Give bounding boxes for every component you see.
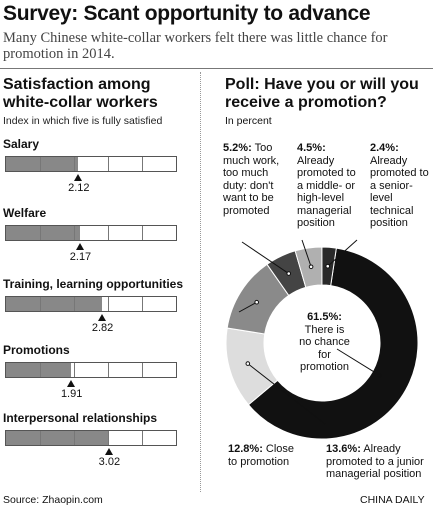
donut-leader-dot bbox=[325, 263, 331, 269]
donut-slice-percent: 2.4%: bbox=[370, 142, 399, 154]
bar-value-label: 2.82 bbox=[91, 322, 114, 334]
donut-leader-dot bbox=[254, 299, 260, 305]
page-subtitle: Many Chinese white-collar workers felt t… bbox=[3, 30, 388, 62]
donut-slice-text: Already promoted to a senior-level techn… bbox=[370, 154, 429, 230]
bar-value-marker bbox=[66, 380, 75, 387]
bar-segment-line bbox=[108, 226, 109, 240]
donut-leader-dot bbox=[286, 271, 292, 276]
header-rule bbox=[0, 68, 433, 69]
source-note: Source: Zhaopin.com bbox=[3, 494, 103, 506]
bar-value-label: 1.91 bbox=[60, 388, 83, 400]
bar-track bbox=[5, 225, 177, 241]
donut-leader-line bbox=[301, 239, 312, 267]
bar-category-label: Promotions bbox=[3, 343, 70, 357]
bar-fill bbox=[6, 226, 80, 240]
donut-leader-line bbox=[336, 348, 380, 376]
bar-segment-line bbox=[40, 431, 41, 445]
donut-slice-text: There is no chance for promotion bbox=[299, 323, 350, 374]
donut-slice-text: Too much work, too much duty: don't want… bbox=[223, 142, 280, 217]
donut-slice-label: 2.4%: Already promoted to a senior-level… bbox=[370, 142, 432, 230]
bar-segment-line bbox=[142, 226, 143, 240]
bar-segment-line bbox=[142, 297, 143, 311]
bar-segment-line bbox=[40, 297, 41, 311]
donut-slice-label: 13.6%: Already promoted to a junior mana… bbox=[326, 443, 430, 481]
bar-segment-line bbox=[40, 157, 41, 171]
bar-segment-line bbox=[74, 226, 75, 240]
donut-slice-label: 5.2%: Too much work, too much duty: don'… bbox=[223, 142, 290, 217]
bar-segment-line bbox=[142, 363, 143, 377]
bar-segment-line bbox=[74, 157, 75, 171]
bar-segment-line bbox=[40, 363, 41, 377]
satisfaction-note: Index in which five is fully satisfied bbox=[3, 115, 163, 127]
column-divider bbox=[200, 72, 201, 492]
bar-value-label: 2.17 bbox=[69, 251, 92, 263]
bar-track bbox=[5, 296, 177, 312]
bar-segment-line bbox=[108, 431, 109, 445]
donut-slice-text: Already promoted to a middle- or high-le… bbox=[297, 154, 356, 230]
bar-track bbox=[5, 156, 177, 172]
bar-category-label: Salary bbox=[3, 137, 40, 151]
bar-segment-line bbox=[108, 157, 109, 171]
bar-segment-line bbox=[74, 431, 75, 445]
donut-leader-dot bbox=[308, 264, 314, 270]
bar-segment-line bbox=[142, 157, 143, 171]
donut-slice-percent: 13.6%: bbox=[326, 443, 361, 455]
donut-leader-dot bbox=[377, 372, 382, 378]
bar-fill bbox=[6, 431, 109, 445]
donut-slice-percent: 12.8%: bbox=[228, 443, 263, 455]
donut-leader-line bbox=[247, 363, 326, 425]
bar-value-label: 2.12 bbox=[68, 182, 90, 194]
satisfaction-title: Satisfaction among white-collar workers bbox=[3, 76, 158, 111]
bar-value-marker bbox=[97, 314, 106, 321]
bar-segment-line bbox=[74, 363, 75, 377]
bar-category-label: Welfare bbox=[3, 206, 47, 220]
donut-slice-label: 4.5%: Already promoted to a middle- or h… bbox=[297, 142, 363, 230]
bar-segment-line bbox=[108, 363, 109, 377]
donut-slice-text: Close to promotion bbox=[228, 443, 295, 468]
donut-slice-label: 61.5%: There is no chance for promotion bbox=[297, 311, 352, 374]
bar-value-marker bbox=[74, 174, 83, 181]
poll-note: In percent bbox=[225, 115, 272, 127]
bar-category-label: Interpersonal relationships bbox=[3, 411, 158, 425]
bar-track bbox=[5, 362, 177, 378]
page-title: Survey: Scant opportunity to advance bbox=[3, 2, 371, 25]
bar-fill bbox=[6, 297, 102, 311]
bar-segment-line bbox=[74, 297, 75, 311]
donut-slice-label: 12.8%: Close to promotion bbox=[228, 443, 298, 468]
bar-segment-line bbox=[142, 431, 143, 445]
bar-value-marker bbox=[75, 243, 84, 250]
bar-value-marker bbox=[104, 448, 113, 455]
bar-track bbox=[5, 430, 177, 446]
bar-segment-line bbox=[40, 226, 41, 240]
bar-category-label: Training, learning opportunities bbox=[3, 277, 184, 291]
donut-slice bbox=[247, 247, 419, 440]
poll-title: Poll: Have you or will you receive a pro… bbox=[225, 76, 419, 111]
donut-slice-percent: 61.5%: bbox=[307, 311, 342, 323]
donut-slice-percent: 5.2%: bbox=[223, 142, 252, 154]
donut-slice-percent: 4.5%: bbox=[297, 142, 326, 154]
bar-fill bbox=[6, 363, 71, 377]
donut-slice-text: Already promoted to a junior managerial … bbox=[326, 443, 424, 480]
credit: CHINA DAILY bbox=[360, 494, 425, 506]
bar-value-label: 3.02 bbox=[98, 456, 121, 468]
donut-leader-line bbox=[241, 241, 290, 274]
donut-leader-line bbox=[238, 301, 257, 313]
bar-segment-line bbox=[108, 297, 109, 311]
donut-leader-dot bbox=[245, 361, 251, 366]
bar-fill bbox=[6, 157, 79, 171]
donut-leader-line bbox=[327, 239, 358, 267]
